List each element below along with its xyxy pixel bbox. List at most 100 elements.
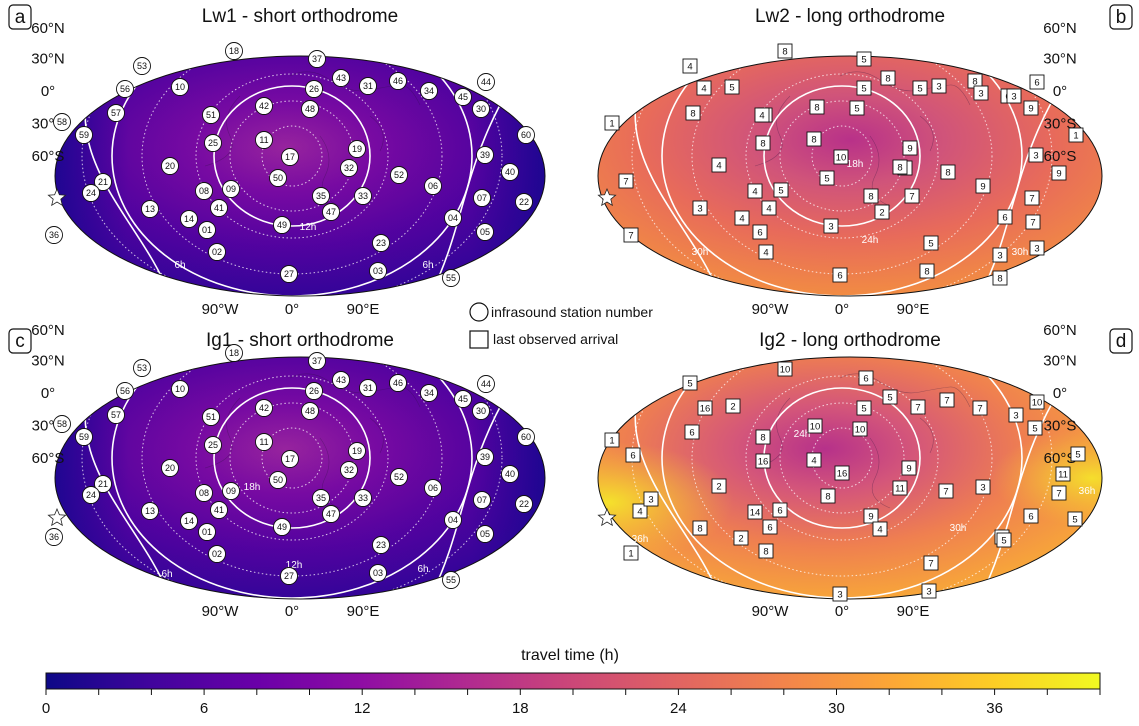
station-marker[interactable]: 50 xyxy=(269,471,287,489)
station-marker[interactable]: 24 xyxy=(82,184,100,202)
arrival-marker[interactable]: 4 xyxy=(754,107,770,123)
arrival-marker[interactable]: 8 xyxy=(685,105,701,121)
station-marker[interactable]: 20 xyxy=(161,157,179,175)
arrival-marker[interactable]: 6 xyxy=(772,502,788,518)
arrival-marker[interactable]: 7 xyxy=(938,483,954,499)
station-marker[interactable]: 46 xyxy=(389,374,407,392)
station-marker[interactable]: 10 xyxy=(171,380,189,398)
station-marker[interactable]: 27 xyxy=(280,567,298,585)
station-marker[interactable]: 44 xyxy=(477,73,495,91)
station-marker[interactable]: 37 xyxy=(308,50,326,68)
station-marker[interactable]: 60 xyxy=(517,126,535,144)
station-marker[interactable]: 08 xyxy=(195,484,213,502)
station-marker[interactable]: 49 xyxy=(273,518,291,536)
arrival-marker[interactable]: 3 xyxy=(823,218,839,234)
station-marker[interactable]: 08 xyxy=(195,182,213,200)
station-marker[interactable]: 53 xyxy=(133,57,151,75)
station-marker[interactable]: 43 xyxy=(332,69,350,87)
arrival-marker[interactable]: 16 xyxy=(697,400,713,416)
station-marker[interactable]: 26 xyxy=(305,382,323,400)
station-marker[interactable]: 01 xyxy=(198,523,216,541)
arrival-marker[interactable]: 8 xyxy=(806,131,822,147)
station-marker[interactable]: 40 xyxy=(501,465,519,483)
station-marker[interactable]: 26 xyxy=(305,80,323,98)
station-marker[interactable]: 42 xyxy=(255,97,273,115)
station-marker[interactable]: 17 xyxy=(281,450,299,468)
arrival-marker[interactable]: 3 xyxy=(973,85,989,101)
arrival-marker[interactable]: 7 xyxy=(1024,190,1040,206)
arrival-marker[interactable]: 8 xyxy=(777,43,793,59)
arrival-marker[interactable]: 5 xyxy=(856,400,872,416)
station-marker[interactable]: 47 xyxy=(322,505,340,523)
arrival-marker[interactable]: 6 xyxy=(762,519,778,535)
station-marker[interactable]: 30 xyxy=(472,100,490,118)
arrival-marker[interactable]: 6 xyxy=(625,447,641,463)
station-marker[interactable]: 11 xyxy=(255,131,273,149)
arrival-marker[interactable]: 4 xyxy=(806,452,822,468)
station-marker[interactable]: 22 xyxy=(515,495,533,513)
station-marker[interactable]: 19 xyxy=(348,442,366,460)
station-marker[interactable]: 02 xyxy=(208,243,226,261)
arrival-marker[interactable]: 8 xyxy=(919,263,935,279)
arrival-marker[interactable]: 3 xyxy=(1006,88,1022,104)
arrival-marker[interactable]: 10 xyxy=(807,418,823,434)
arrival-marker[interactable]: 8 xyxy=(809,99,825,115)
station-marker[interactable]: 56 xyxy=(116,80,134,98)
arrival-marker[interactable]: 1 xyxy=(604,432,620,448)
station-marker[interactable]: 32 xyxy=(340,461,358,479)
arrival-marker[interactable]: 6 xyxy=(1023,508,1039,524)
arrival-marker[interactable]: 7 xyxy=(618,173,634,189)
arrival-marker[interactable]: 16 xyxy=(755,453,771,469)
arrival-marker[interactable]: 9 xyxy=(863,508,879,524)
arrival-marker[interactable]: 2 xyxy=(711,478,727,494)
arrival-marker[interactable]: 4 xyxy=(696,80,712,96)
station-marker[interactable]: 57 xyxy=(107,104,125,122)
station-marker[interactable]: 31 xyxy=(359,379,377,397)
arrival-marker[interactable]: 5 xyxy=(912,80,928,96)
arrival-marker[interactable]: 5 xyxy=(819,170,835,186)
station-marker[interactable]: 48 xyxy=(301,402,319,420)
station-marker[interactable]: 58 xyxy=(53,415,71,433)
station-marker[interactable]: 03 xyxy=(369,262,387,280)
arrival-marker[interactable]: 3 xyxy=(992,247,1008,263)
arrival-marker[interactable]: 5 xyxy=(996,532,1012,548)
arrival-marker[interactable]: 3 xyxy=(1028,147,1044,163)
station-marker[interactable]: 36 xyxy=(45,528,63,546)
arrival-marker[interactable]: 2 xyxy=(874,204,890,220)
station-marker[interactable]: 04 xyxy=(444,209,462,227)
station-marker[interactable]: 41 xyxy=(210,501,228,519)
station-marker[interactable]: 30 xyxy=(472,402,490,420)
arrival-marker[interactable]: 8 xyxy=(967,73,983,89)
station-marker[interactable]: 48 xyxy=(301,100,319,118)
arrival-marker[interactable]: 5 xyxy=(923,235,939,251)
arrival-marker[interactable]: 9 xyxy=(1051,165,1067,181)
station-marker[interactable]: 47 xyxy=(322,203,340,221)
station-marker[interactable]: 05 xyxy=(476,525,494,543)
arrival-marker[interactable]: 4 xyxy=(747,183,763,199)
arrival-marker[interactable]: 5 xyxy=(849,100,865,116)
arrival-marker[interactable]: 4 xyxy=(734,210,750,226)
arrival-marker[interactable]: 5 xyxy=(856,80,872,96)
arrival-marker[interactable]: 1 xyxy=(623,545,639,561)
arrival-marker[interactable]: 3 xyxy=(975,479,991,495)
arrival-marker[interactable]: 8 xyxy=(692,520,708,536)
station-marker[interactable]: 20 xyxy=(161,459,179,477)
station-marker[interactable]: 01 xyxy=(198,221,216,239)
station-marker[interactable]: 50 xyxy=(269,169,287,187)
arrival-marker[interactable]: 9 xyxy=(1023,100,1039,116)
arrival-marker[interactable]: 3 xyxy=(643,491,659,507)
arrival-marker[interactable]: 4 xyxy=(872,521,888,537)
station-marker[interactable]: 59 xyxy=(75,126,93,144)
arrival-marker[interactable]: 7 xyxy=(972,400,988,416)
arrival-marker[interactable]: 8 xyxy=(892,159,908,175)
arrival-marker[interactable]: 6 xyxy=(997,209,1013,225)
station-marker[interactable]: 55 xyxy=(442,571,460,589)
station-marker[interactable]: 57 xyxy=(107,406,125,424)
arrival-marker[interactable]: 7 xyxy=(904,188,920,204)
arrival-marker[interactable]: 5 xyxy=(773,182,789,198)
arrival-marker[interactable]: 10 xyxy=(833,149,849,165)
station-marker[interactable]: 13 xyxy=(141,502,159,520)
arrival-marker[interactable]: 6 xyxy=(858,370,874,386)
arrival-marker[interactable]: 3 xyxy=(1008,407,1024,423)
station-marker[interactable]: 33 xyxy=(354,187,372,205)
